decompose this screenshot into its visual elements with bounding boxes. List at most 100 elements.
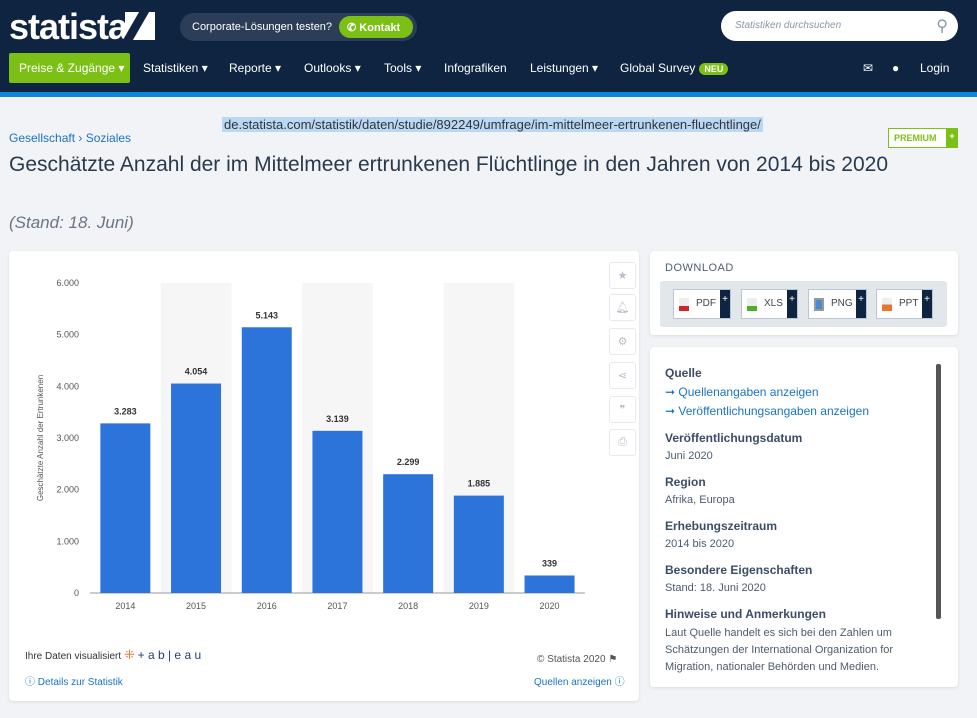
bar[interactable] bbox=[171, 383, 222, 593]
statista-logo-mark bbox=[125, 12, 155, 40]
nav-outlooks[interactable]: Outlooks ▾ bbox=[304, 61, 361, 75]
nav-label: Infografiken bbox=[444, 61, 507, 75]
plus-icon: + bbox=[856, 290, 866, 318]
corporate-banner: Corporate-Lösungen testen? ✆ Kontakt bbox=[180, 13, 417, 41]
breadcrumb-soziales[interactable]: Soziales bbox=[85, 131, 132, 145]
bar[interactable] bbox=[241, 327, 292, 593]
bell-icon[interactable]: 🔔︎ bbox=[609, 294, 636, 321]
premium-label: PREMIUM bbox=[894, 133, 937, 143]
nav-preise[interactable]: Preise & Zugänge ▾ bbox=[9, 53, 130, 83]
pdf-icon bbox=[679, 298, 689, 311]
bar[interactable] bbox=[100, 423, 151, 593]
gear-icon[interactable]: ⚙ bbox=[609, 328, 636, 355]
bar[interactable] bbox=[312, 430, 363, 593]
download-png-button[interactable]: PNG + bbox=[808, 289, 867, 319]
premium-badge[interactable]: PREMIUM + bbox=[888, 128, 958, 148]
eigenschaften-value: Stand: 18. Juni 2020 bbox=[665, 582, 766, 594]
nav-statistiken[interactable]: Statistiken ▾ bbox=[143, 61, 208, 75]
data-label: 5.143 bbox=[255, 310, 278, 320]
y-tick-label: 3.000 bbox=[56, 433, 79, 443]
veroeffentlichung-link[interactable]: ➞ Veröffentlichungsangaben anzeigen bbox=[665, 404, 869, 418]
y-tick-label: 2.000 bbox=[56, 485, 79, 495]
y-tick-label: 5.000 bbox=[56, 330, 79, 340]
breadcrumb-gesellschaft[interactable]: Gesellschaft bbox=[9, 131, 76, 145]
data-label: 3.139 bbox=[326, 414, 349, 424]
quelle-heading: Quelle bbox=[665, 366, 702, 380]
quote-icon[interactable]: ❞ bbox=[609, 396, 636, 423]
nav-label: Leistungen bbox=[530, 61, 589, 75]
nav-label: Tools bbox=[384, 61, 413, 75]
png-icon bbox=[814, 298, 824, 311]
copyright-text: © Statista 2020 bbox=[537, 654, 606, 665]
details-label: Details zur Statistik bbox=[37, 677, 123, 688]
nav-infografiken[interactable]: Infografiken bbox=[444, 53, 507, 83]
kontakt-button[interactable]: ✆ Kontakt bbox=[339, 16, 413, 38]
zeitraum-value: 2014 bis 2020 bbox=[665, 538, 735, 550]
y-tick-label: 4.000 bbox=[56, 381, 79, 391]
share-icon[interactable]: ⋖ bbox=[609, 362, 636, 389]
page-title: Geschätzte Anzahl der im Mittelmeer ertr… bbox=[9, 153, 889, 176]
star-icon[interactable]: ★ bbox=[609, 262, 636, 289]
x-tick-label: 2019 bbox=[469, 601, 489, 611]
details-link[interactable]: ⓘ Details zur Statistik bbox=[25, 673, 123, 688]
data-label: 339 bbox=[542, 558, 557, 568]
x-tick-label: 2017 bbox=[327, 601, 347, 611]
nav-label: Global Survey bbox=[620, 61, 696, 75]
data-label: 1.885 bbox=[468, 479, 491, 489]
y-axis-label: Geschätzte Anzahl der Ertrunkenen bbox=[36, 375, 45, 501]
stand-subtitle: (Stand: 18. Juni) bbox=[9, 213, 134, 232]
corporate-text: Corporate-Lösungen testen? bbox=[192, 21, 333, 33]
nav-reporte[interactable]: Reporte ▾ bbox=[229, 61, 282, 75]
data-label: 4.054 bbox=[185, 367, 208, 377]
neu-badge: NEU bbox=[699, 63, 729, 75]
bar[interactable] bbox=[524, 575, 575, 593]
plus-icon: + bbox=[922, 290, 932, 318]
nav-label: Reporte bbox=[229, 61, 272, 75]
download-ppt-button[interactable]: PPT + bbox=[876, 289, 933, 319]
bar[interactable] bbox=[383, 474, 434, 593]
region-heading: Region bbox=[665, 475, 706, 489]
plus-icon: + bbox=[787, 290, 797, 318]
nav-label: Preise & Zugänge bbox=[19, 61, 116, 75]
search-placeholder: Statistiken durchsuchen bbox=[735, 20, 842, 31]
data-label: 3.283 bbox=[114, 406, 137, 416]
mail-icon[interactable]: ✉ bbox=[863, 61, 874, 75]
x-tick-label: 2014 bbox=[115, 601, 135, 611]
flag-icon[interactable]: ⚑ bbox=[608, 654, 618, 665]
eigenschaften-heading: Besondere Eigenschaften bbox=[665, 563, 813, 577]
x-tick-label: 2016 bbox=[257, 601, 277, 611]
quellen-link[interactable]: ➞ Quellenangaben anzeigen bbox=[665, 385, 819, 399]
search-icon[interactable]: ⚲ bbox=[936, 18, 948, 35]
download-title: DOWNLOAD bbox=[665, 262, 734, 274]
search-input[interactable]: Statistiken durchsuchen ⚲ bbox=[721, 11, 958, 41]
login-link[interactable]: Login bbox=[920, 61, 950, 75]
nav-global-survey[interactable]: Global Survey NEU bbox=[620, 53, 729, 83]
plus-icon: + bbox=[720, 290, 730, 318]
tableau-logo[interactable]: + a b | e a u bbox=[137, 648, 202, 662]
download-xls-button[interactable]: XLS + bbox=[741, 289, 798, 319]
globe-icon[interactable]: ● bbox=[892, 61, 900, 75]
bar[interactable] bbox=[453, 495, 504, 593]
ppt-icon bbox=[882, 298, 892, 311]
nav-label: Statistiken bbox=[143, 61, 199, 75]
kontakt-label: Kontakt bbox=[359, 22, 401, 34]
data-label: 2.299 bbox=[397, 457, 420, 467]
download-label: PPT bbox=[899, 298, 919, 309]
scrollbar[interactable] bbox=[936, 364, 941, 619]
print-icon[interactable]: ⎙ bbox=[609, 429, 636, 456]
hinweise-text: Laut Quelle handelt es sich bei den Zahl… bbox=[665, 627, 894, 673]
statista-logo[interactable]: statista bbox=[9, 6, 128, 47]
top-header: statista Corporate-Lösungen testen? ✆ Ko… bbox=[0, 0, 977, 92]
url-text: de.statista.com/statistik/daten/studie/8… bbox=[222, 117, 763, 132]
nav-leistungen[interactable]: Leistungen ▾ bbox=[530, 61, 599, 75]
tableau-credit: Ihre Daten visualisiert ⁜ + a b | e a u bbox=[25, 647, 201, 663]
sources-link[interactable]: Quellen anzeigen ⓘ bbox=[534, 673, 625, 688]
plus-icon: + bbox=[946, 128, 958, 148]
region-value: Afrika, Europa bbox=[665, 494, 735, 506]
datum-heading: Veröffentlichungsdatum bbox=[665, 431, 803, 445]
x-tick-label: 2018 bbox=[398, 601, 418, 611]
download-pdf-button[interactable]: PDF + bbox=[673, 289, 731, 319]
nav-tools[interactable]: Tools ▾ bbox=[384, 61, 422, 75]
xls-icon bbox=[747, 298, 757, 311]
download-label: XLS bbox=[764, 298, 783, 309]
